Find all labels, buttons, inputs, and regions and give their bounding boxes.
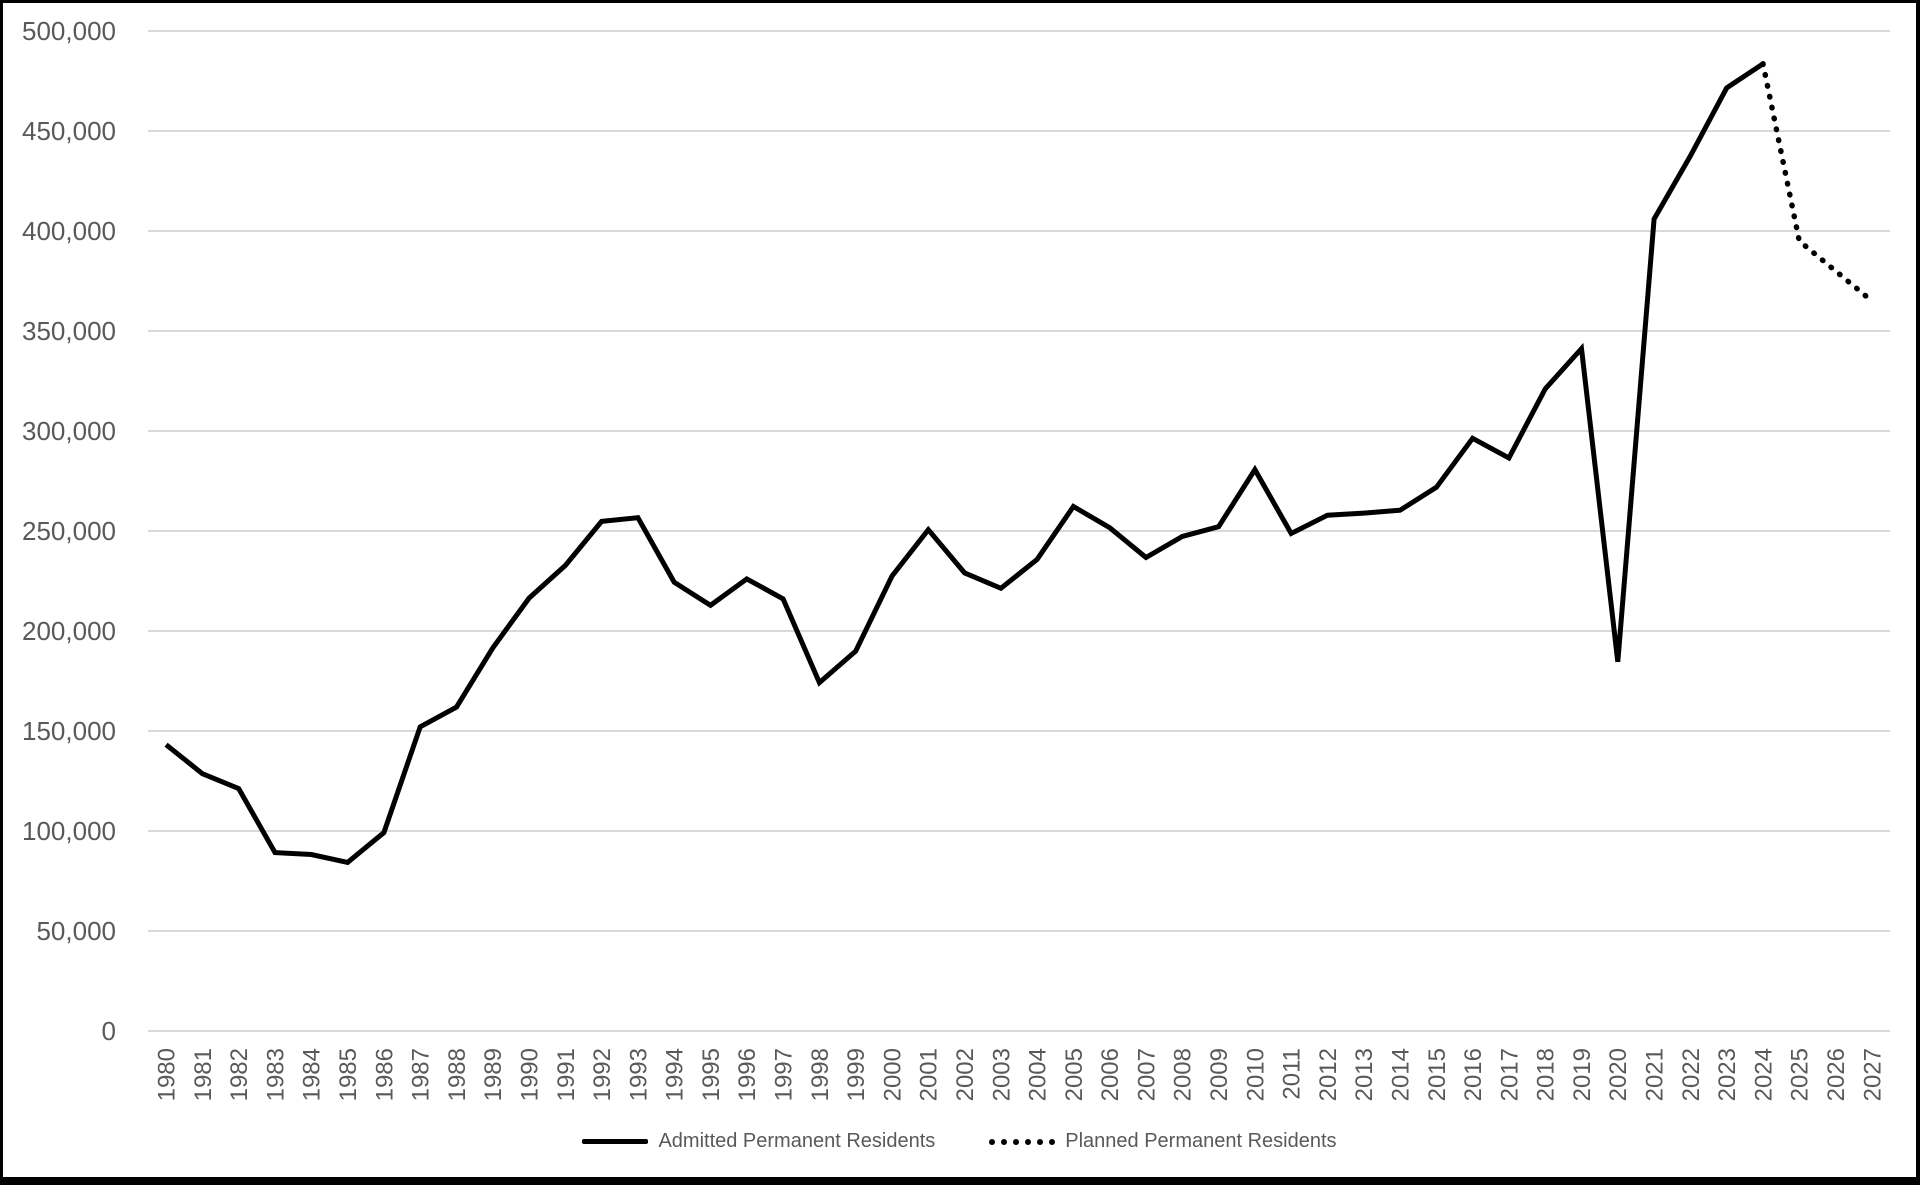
x-axis-year-label: 1981 (190, 1048, 217, 1101)
x-axis-year-label: 1986 (371, 1048, 398, 1101)
x-axis-year-label: 2008 (1170, 1048, 1197, 1101)
y-axis-tick-label: 0 (102, 1016, 116, 1046)
x-axis-year-label: 2011 (1279, 1048, 1306, 1100)
x-axis-year-label: 2018 (1533, 1048, 1560, 1101)
x-axis-year-label: 2004 (1025, 1048, 1052, 1101)
x-axis-year-label: 2009 (1206, 1048, 1233, 1101)
legend-label-planned: Planned Permanent Residents (1065, 1130, 1337, 1152)
legend-label-admitted: Admitted Permanent Residents (658, 1130, 936, 1152)
x-axis-year-label: 2025 (1787, 1048, 1814, 1101)
y-axis-tick-label: 50,000 (36, 916, 116, 946)
y-axis-tick-label: 300,000 (22, 416, 116, 446)
x-axis-year-label: 2021 (1642, 1048, 1669, 1101)
planned-series-line (1760, 61, 1875, 304)
y-axis-tick-label: 250,000 (22, 516, 116, 546)
y-axis-tick-label: 450,000 (22, 116, 116, 146)
legend: Admitted Permanent Residents Planned Per… (3, 1130, 1916, 1153)
x-axis-year-label: 2022 (1678, 1048, 1705, 1101)
y-axis-tick-label: 400,000 (22, 216, 116, 246)
x-axis-year-label: 1997 (771, 1048, 798, 1101)
x-axis-year-label: 1993 (625, 1048, 652, 1101)
x-axis-year-label: 1988 (444, 1048, 471, 1101)
x-axis-year-label: 1999 (843, 1048, 870, 1101)
x-axis-year-label: 2020 (1605, 1048, 1632, 1101)
x-axis-year-label: 2013 (1351, 1048, 1378, 1101)
y-axis-tick-label: 500,000 (22, 16, 116, 46)
immigration-line-chart: 0 50,000 100,000 150,000 200,000 250,000 300,0… (22, 16, 1890, 1101)
x-axis-year-label: 1998 (807, 1048, 834, 1101)
dotted-line-swatch (989, 1138, 1056, 1145)
x-axis-year-label: 2015 (1424, 1048, 1451, 1101)
y-axis-tick-label: 200,000 (22, 616, 116, 646)
x-axis-year-label: 1985 (335, 1048, 362, 1101)
x-axis-year-label: 2014 (1387, 1048, 1414, 1101)
x-axis-year-label: 2016 (1460, 1048, 1487, 1101)
x-axis-year-label: 1984 (299, 1048, 326, 1101)
x-axis-year-label: 1992 (589, 1048, 616, 1101)
x-axis-year-label: 1991 (553, 1048, 580, 1101)
x-axis-year-label: 2000 (879, 1048, 906, 1101)
x-axis-year-label: 1987 (408, 1048, 435, 1101)
x-axis-year-label: 2002 (952, 1048, 979, 1101)
admitted-series-line (164, 61, 1765, 866)
x-axis-year-label: 2005 (1061, 1048, 1088, 1101)
x-axis-year-label: 1980 (154, 1048, 181, 1101)
y-axis-tick-label: 100,000 (22, 816, 116, 846)
legend-item-admitted: Admitted Permanent Residents (582, 1130, 935, 1153)
x-axis-year-label: 2024 (1750, 1048, 1777, 1101)
x-axis-year-label: 2026 (1823, 1048, 1850, 1101)
x-axis-year-label: 2023 (1714, 1048, 1741, 1101)
x-axis-year-label: 2027 (1859, 1048, 1886, 1101)
x-axis-year-label: 2006 (1097, 1048, 1124, 1101)
y-axis-tick-label: 150,000 (22, 716, 116, 746)
x-axis-year-label: 2001 (916, 1048, 943, 1101)
legend-item-planned: Planned Permanent Residents (989, 1130, 1337, 1153)
x-axis-year-label: 1995 (698, 1048, 725, 1101)
x-axis-year-label: 2017 (1496, 1048, 1523, 1101)
x-axis-year-label: 1996 (734, 1048, 761, 1101)
x-axis-year-label: 1990 (516, 1048, 543, 1101)
x-axis-year-label: 2007 (1133, 1048, 1160, 1101)
x-axis-year-label: 1982 (226, 1048, 253, 1101)
x-axis-year-label: 2019 (1569, 1048, 1596, 1101)
x-axis-year-label: 2010 (1242, 1048, 1269, 1101)
x-axis-year-label: 1994 (662, 1048, 689, 1101)
x-axis-year-label: 2012 (1315, 1048, 1342, 1101)
x-axis-year-label: 1989 (480, 1048, 507, 1101)
x-axis-year-label: 1983 (262, 1048, 289, 1101)
y-axis-tick-label: 350,000 (22, 316, 116, 346)
solid-line-swatch (582, 1139, 649, 1144)
x-axis-year-label: 2003 (988, 1048, 1015, 1101)
